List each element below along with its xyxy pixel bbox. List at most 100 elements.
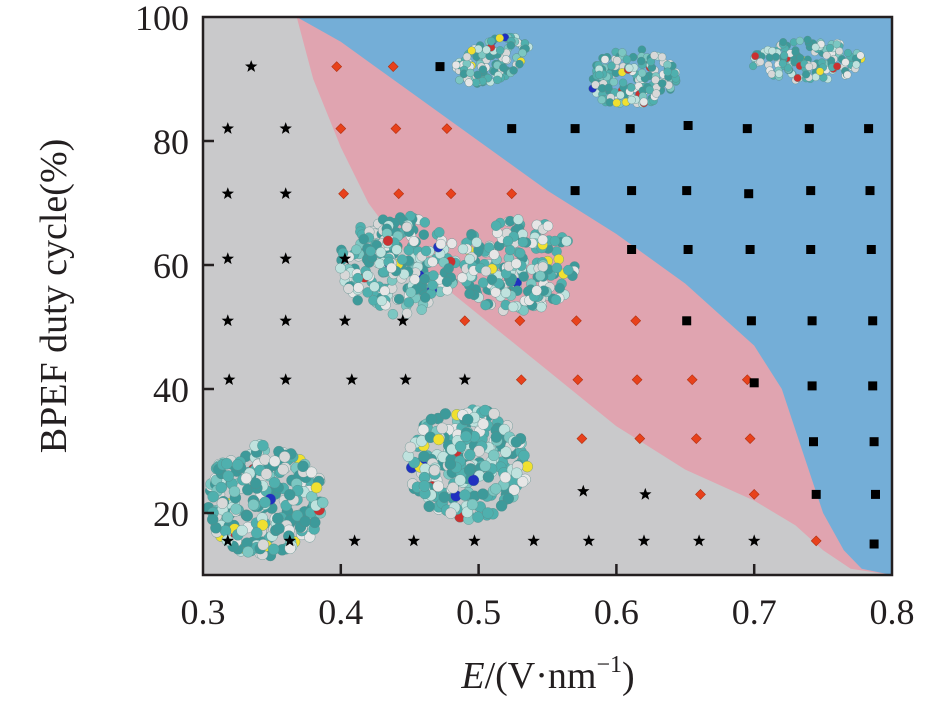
point-star-13 xyxy=(279,373,292,385)
point-star-8 xyxy=(221,314,234,327)
point-star-24 xyxy=(527,534,540,547)
point-diamond-4 xyxy=(441,123,453,134)
point-square-3 xyxy=(625,124,635,134)
y-tick-label-3: 80 xyxy=(153,122,189,162)
point-square-12 xyxy=(806,186,816,196)
point-diamond-1 xyxy=(387,61,399,72)
x-tick-label-2: 0.5 xyxy=(456,592,501,632)
x-axis-title-unit: /(V·nm xyxy=(485,655,597,697)
point-star-12 xyxy=(223,373,236,385)
molecule-large-cluster xyxy=(203,439,329,562)
point-square-19 xyxy=(682,316,692,326)
y-tick-label-0: 20 xyxy=(153,494,189,534)
point-star-25 xyxy=(582,534,595,547)
x-tick-label-1: 0.4 xyxy=(318,592,363,632)
point-diamond-19 xyxy=(634,433,646,444)
point-star-23 xyxy=(468,534,481,547)
point-star-14 xyxy=(345,373,358,385)
point-star-27 xyxy=(692,534,706,547)
y-tick-label-4: 100 xyxy=(135,0,189,38)
point-square-7 xyxy=(864,124,874,134)
point-square-11 xyxy=(744,189,754,199)
point-diamond-7 xyxy=(445,188,457,200)
x-tick-label-4: 0.7 xyxy=(732,592,777,632)
point-star-16 xyxy=(458,373,471,385)
plot-frame xyxy=(201,15,894,577)
point-star-10 xyxy=(338,314,352,327)
point-star-26 xyxy=(637,534,651,547)
point-square-28 xyxy=(811,489,821,499)
point-square-25 xyxy=(868,381,878,391)
point-diamond-22 xyxy=(695,489,706,500)
x-axis-title-variable: E xyxy=(460,655,484,697)
molecule-stretched-ellipse xyxy=(749,35,866,85)
point-diamond-12 xyxy=(630,315,642,327)
point-square-17 xyxy=(806,245,816,254)
point-square-29 xyxy=(871,489,880,499)
region-blue xyxy=(296,17,892,575)
point-star-15 xyxy=(399,373,412,385)
point-star-19 xyxy=(221,534,234,547)
point-square-15 xyxy=(683,245,693,254)
data-points xyxy=(221,60,880,549)
point-star-1 xyxy=(221,122,234,134)
molecule-insets xyxy=(203,32,866,562)
x-tick-label-0: 0.3 xyxy=(181,592,226,632)
point-star-28 xyxy=(748,534,761,547)
point-star-6 xyxy=(279,252,292,265)
point-diamond-0 xyxy=(331,61,343,72)
point-star-11 xyxy=(396,314,409,327)
point-diamond-20 xyxy=(690,433,702,444)
point-star-0 xyxy=(245,60,258,72)
molecule-flat-ellipse xyxy=(588,45,681,108)
point-square-27 xyxy=(869,437,879,447)
point-star-5 xyxy=(221,252,234,265)
point-star-18 xyxy=(639,487,652,500)
point-star-20 xyxy=(283,534,296,547)
point-diamond-2 xyxy=(335,123,347,134)
x-tick-label-5: 0.8 xyxy=(870,592,915,632)
point-square-6 xyxy=(804,124,814,134)
point-square-4 xyxy=(683,121,693,130)
point-square-10 xyxy=(682,186,692,196)
point-diamond-5 xyxy=(338,188,349,200)
point-square-8 xyxy=(570,186,580,196)
point-star-2 xyxy=(279,122,292,134)
point-diamond-11 xyxy=(571,315,582,327)
point-diamond-14 xyxy=(572,374,584,386)
molecule-small-elongated xyxy=(451,32,533,88)
point-square-22 xyxy=(868,316,878,326)
point-square-24 xyxy=(807,381,817,391)
point-square-2 xyxy=(570,124,580,134)
y-axis-title: BPEF duty cycle(%) xyxy=(33,139,75,454)
point-square-14 xyxy=(627,245,637,254)
y-tick-label-1: 40 xyxy=(153,370,189,410)
point-diamond-23 xyxy=(748,489,760,500)
point-square-20 xyxy=(746,316,756,326)
point-square-16 xyxy=(745,245,755,254)
point-square-18 xyxy=(866,245,876,254)
point-star-21 xyxy=(348,534,361,547)
x-axis-title-unit-close: ) xyxy=(622,655,635,697)
point-square-30 xyxy=(869,539,879,549)
point-diamond-24 xyxy=(810,535,822,547)
tick-labels: 0.3 0.4 0.5 0.6 0.7 0.8 20 40 60 80 100 xyxy=(135,0,915,632)
point-square-1 xyxy=(507,124,517,134)
point-star-3 xyxy=(221,187,234,199)
point-star-17 xyxy=(577,484,590,497)
y-tick-label-2: 60 xyxy=(153,246,189,286)
x-tick-label-3: 0.6 xyxy=(594,592,639,632)
molecule-double-lobe xyxy=(335,210,580,320)
point-diamond-18 xyxy=(576,433,588,444)
point-diamond-3 xyxy=(390,123,402,134)
point-square-23 xyxy=(749,378,759,388)
molecule-cluster xyxy=(402,404,533,525)
point-diamond-15 xyxy=(631,374,643,386)
point-diamond-6 xyxy=(393,188,405,200)
point-diamond-10 xyxy=(514,315,526,327)
axis-ticks xyxy=(203,139,756,575)
x-axis-title: E/(V·nm−1) xyxy=(460,652,634,697)
point-diamond-21 xyxy=(744,433,756,444)
